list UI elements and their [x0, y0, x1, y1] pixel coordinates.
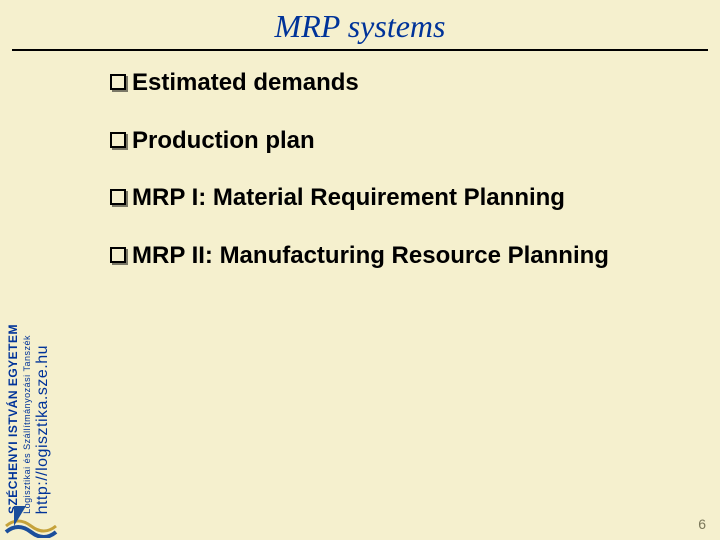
bullet-icon — [110, 74, 126, 90]
page-number: 6 — [698, 516, 706, 532]
bullet-item: MRP II: Manufacturing Resource Planning — [110, 242, 660, 270]
sidebar-line2: Logisztikai és Szállítmányozási Tanszék — [22, 335, 32, 514]
bullet-text: Production plan — [132, 127, 315, 155]
university-logo-icon — [4, 502, 58, 538]
bullet-icon — [110, 189, 126, 205]
bullet-item: Estimated demands — [110, 69, 660, 97]
content-area: Estimated demands Production plan MRP I:… — [0, 51, 720, 269]
title-area: MRP systems — [0, 0, 720, 51]
slide: MRP systems Estimated demands Production… — [0, 0, 720, 540]
bullet-text: Estimated demands — [132, 69, 359, 97]
bullet-text: MRP I: Material Requirement Planning — [132, 184, 565, 212]
slide-title: MRP systems — [0, 8, 720, 45]
bullet-item: Production plan — [110, 127, 660, 155]
sidebar-url: http://logisztika.sze.hu — [34, 345, 52, 514]
sidebar-line1: SZÉCHENYI ISTVÁN EGYETEM — [6, 324, 20, 514]
bullet-item: MRP I: Material Requirement Planning — [110, 184, 660, 212]
bullet-text: MRP II: Manufacturing Resource Planning — [132, 242, 609, 270]
sidebar: SZÉCHENYI ISTVÁN EGYETEM Logisztikai és … — [6, 324, 54, 514]
bullet-icon — [110, 132, 126, 148]
bullet-icon — [110, 247, 126, 263]
